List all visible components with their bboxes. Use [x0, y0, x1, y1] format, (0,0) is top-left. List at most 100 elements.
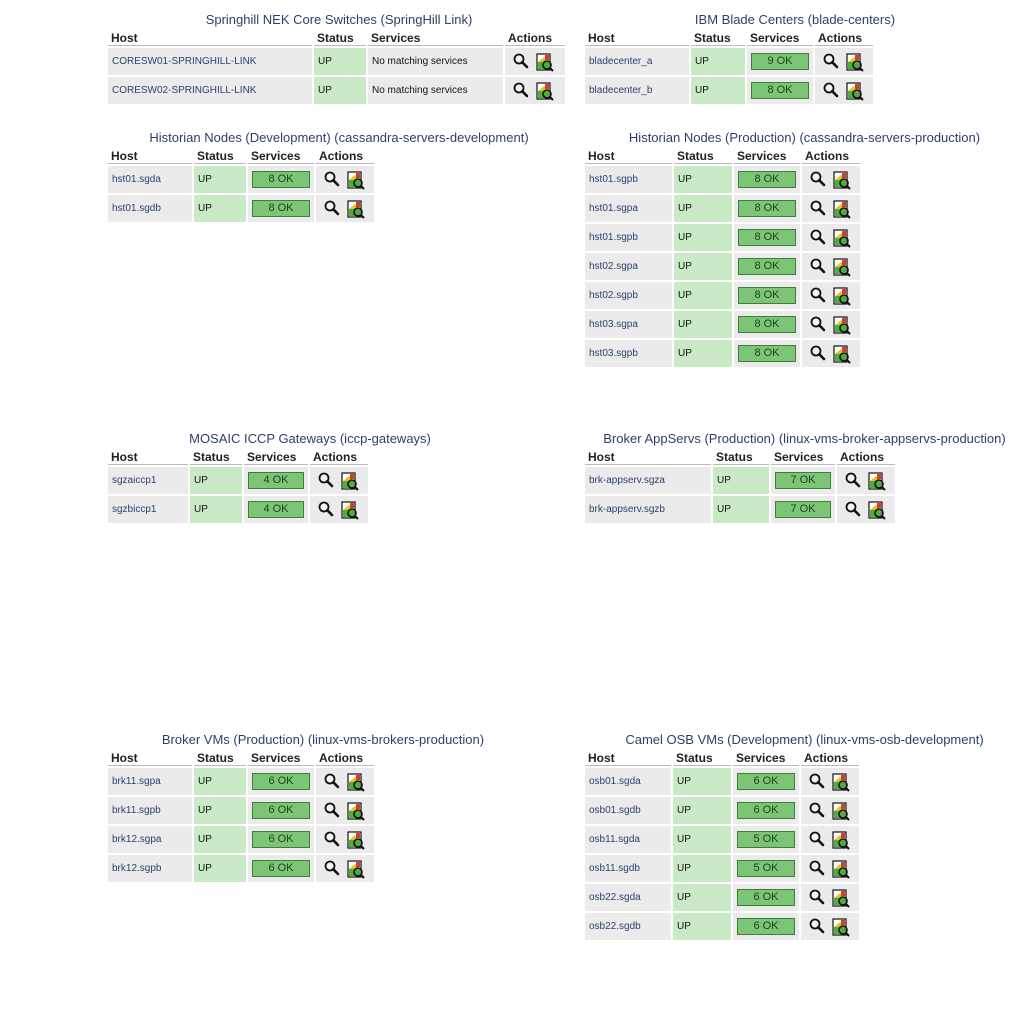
magnifier-icon[interactable]: [322, 830, 342, 850]
status-map-icon[interactable]: [832, 344, 852, 364]
status-map-icon[interactable]: [340, 500, 360, 520]
magnifier-icon[interactable]: [316, 471, 336, 491]
host-link[interactable]: hst01.sgpb: [589, 174, 638, 185]
magnifier-icon[interactable]: [807, 772, 827, 792]
host-link[interactable]: bladecenter_b: [589, 85, 653, 96]
services-ok-badge[interactable]: 6 OK: [737, 773, 795, 790]
hostgroup-title[interactable]: Camel OSB VMs (Development) (linux-vms-o…: [625, 732, 984, 747]
magnifier-icon[interactable]: [322, 170, 342, 190]
services-ok-badge[interactable]: 6 OK: [737, 889, 795, 906]
status-map-icon[interactable]: [340, 471, 360, 491]
services-ok-badge[interactable]: 8 OK: [751, 82, 809, 99]
magnifier-icon[interactable]: [808, 228, 828, 248]
magnifier-icon[interactable]: [322, 801, 342, 821]
hostgroup-title[interactable]: Springhill NEK Core Switches (SpringHill…: [205, 12, 473, 27]
hostgroup-title[interactable]: Broker AppServs (Production) (linux-vms-…: [603, 431, 1006, 446]
services-ok-badge[interactable]: 6 OK: [252, 773, 310, 790]
magnifier-icon[interactable]: [821, 81, 841, 101]
hostgroup-title[interactable]: Historian Nodes (Development) (cassandra…: [149, 130, 529, 145]
host-link[interactable]: sgzaiccp1: [112, 475, 157, 486]
services-ok-badge[interactable]: 7 OK: [775, 472, 831, 489]
host-link[interactable]: hst01.sgpb: [589, 232, 638, 243]
host-link[interactable]: osb11.sgda: [589, 834, 640, 845]
magnifier-icon[interactable]: [821, 52, 841, 72]
status-map-icon[interactable]: [346, 199, 366, 219]
status-map-icon[interactable]: [845, 81, 865, 101]
host-link[interactable]: sgzbiccp1: [112, 504, 157, 515]
host-link[interactable]: brk-appserv.sgza: [589, 475, 665, 486]
services-ok-badge[interactable]: 4 OK: [248, 501, 304, 518]
host-link[interactable]: CORESW01-SPRINGHILL-LINK: [112, 56, 257, 67]
status-map-icon[interactable]: [832, 315, 852, 335]
magnifier-icon[interactable]: [808, 170, 828, 190]
magnifier-icon[interactable]: [808, 257, 828, 277]
host-link[interactable]: osb22.sgda: [589, 892, 641, 903]
magnifier-icon[interactable]: [807, 917, 827, 937]
host-link[interactable]: osb22.sgdb: [589, 921, 641, 932]
status-map-icon[interactable]: [831, 830, 851, 850]
host-link[interactable]: brk11.sgpa: [112, 776, 161, 787]
magnifier-icon[interactable]: [808, 344, 828, 364]
host-link[interactable]: hst02.sgpb: [589, 290, 638, 301]
magnifier-icon[interactable]: [322, 772, 342, 792]
hostgroup-title[interactable]: MOSAIC ICCP Gateways (iccp-gateways): [189, 431, 431, 446]
status-map-icon[interactable]: [832, 228, 852, 248]
services-ok-badge[interactable]: 6 OK: [252, 802, 310, 819]
services-ok-badge[interactable]: 7 OK: [775, 501, 831, 518]
magnifier-icon[interactable]: [807, 830, 827, 850]
services-ok-badge[interactable]: 6 OK: [737, 918, 795, 935]
host-link[interactable]: hst02.sgpa: [589, 261, 638, 272]
host-link[interactable]: hst01.sgpa: [589, 203, 638, 214]
magnifier-icon[interactable]: [511, 81, 531, 101]
host-link[interactable]: bladecenter_a: [589, 56, 653, 67]
status-map-icon[interactable]: [346, 772, 366, 792]
status-map-icon[interactable]: [346, 170, 366, 190]
status-map-icon[interactable]: [832, 170, 852, 190]
hostgroup-title[interactable]: IBM Blade Centers (blade-centers): [694, 12, 896, 27]
status-map-icon[interactable]: [831, 801, 851, 821]
host-link[interactable]: brk11.sgpb: [112, 805, 161, 816]
magnifier-icon[interactable]: [807, 801, 827, 821]
status-map-icon[interactable]: [831, 859, 851, 879]
hostgroup-title[interactable]: Historian Nodes (Production) (cassandra-…: [628, 130, 981, 145]
host-link[interactable]: brk-appserv.sgzb: [589, 504, 665, 515]
services-ok-badge[interactable]: 6 OK: [737, 802, 795, 819]
services-ok-badge[interactable]: 8 OK: [738, 200, 796, 217]
services-ok-badge[interactable]: 8 OK: [738, 287, 796, 304]
status-map-icon[interactable]: [346, 830, 366, 850]
host-link[interactable]: hst03.sgpb: [589, 348, 638, 359]
magnifier-icon[interactable]: [322, 859, 342, 879]
host-link[interactable]: CORESW02-SPRINGHILL-LINK: [112, 85, 257, 96]
services-ok-badge[interactable]: 9 OK: [751, 53, 809, 70]
magnifier-icon[interactable]: [843, 500, 863, 520]
host-link[interactable]: brk12.sgpb: [112, 863, 162, 874]
services-ok-badge[interactable]: 8 OK: [252, 171, 310, 188]
services-ok-badge[interactable]: 5 OK: [737, 831, 795, 848]
magnifier-icon[interactable]: [511, 52, 531, 72]
services-ok-badge[interactable]: 8 OK: [738, 345, 796, 362]
magnifier-icon[interactable]: [808, 199, 828, 219]
services-ok-badge[interactable]: 8 OK: [252, 200, 310, 217]
host-link[interactable]: hst03.sgpa: [589, 319, 638, 330]
services-ok-badge[interactable]: 8 OK: [738, 229, 796, 246]
host-link[interactable]: brk12.sgpa: [112, 834, 162, 845]
host-link[interactable]: hst01.sgdb: [112, 203, 161, 214]
services-ok-badge[interactable]: 6 OK: [252, 860, 310, 877]
status-map-icon[interactable]: [346, 801, 366, 821]
services-ok-badge[interactable]: 8 OK: [738, 316, 796, 333]
status-map-icon[interactable]: [845, 52, 865, 72]
services-ok-badge[interactable]: 8 OK: [738, 171, 796, 188]
services-ok-badge[interactable]: 4 OK: [248, 472, 304, 489]
status-map-icon[interactable]: [535, 52, 555, 72]
magnifier-icon[interactable]: [808, 315, 828, 335]
host-link[interactable]: hst01.sgda: [112, 174, 161, 185]
status-map-icon[interactable]: [867, 471, 887, 491]
status-map-icon[interactable]: [832, 199, 852, 219]
services-ok-badge[interactable]: 8 OK: [738, 258, 796, 275]
magnifier-icon[interactable]: [316, 500, 336, 520]
magnifier-icon[interactable]: [843, 471, 863, 491]
status-map-icon[interactable]: [831, 888, 851, 908]
status-map-icon[interactable]: [831, 772, 851, 792]
host-link[interactable]: osb01.sgda: [589, 776, 641, 787]
status-map-icon[interactable]: [346, 859, 366, 879]
